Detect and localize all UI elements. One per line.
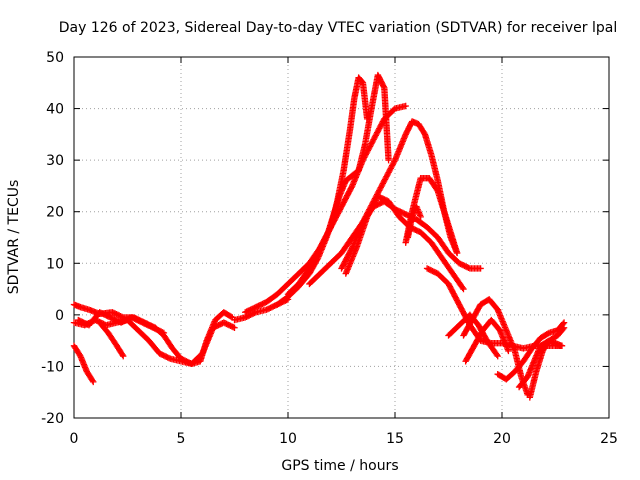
y-axis-label: SDTVAR / TECUs <box>6 180 22 295</box>
x-axis-label: GPS time / hours <box>281 458 398 474</box>
grid-layer <box>74 57 609 418</box>
data-point <box>227 313 235 320</box>
x-tick-label: 25 <box>600 431 618 447</box>
data-point <box>493 351 501 359</box>
data-point <box>494 352 501 360</box>
data-point <box>505 347 512 355</box>
x-tick-label: 15 <box>386 431 404 447</box>
data-point <box>348 184 355 191</box>
series-track-21 <box>231 296 292 324</box>
series-track-8 <box>284 102 409 298</box>
series-track-20 <box>404 203 424 241</box>
y-tick-label: 0 <box>55 308 64 324</box>
plot-frame <box>73 56 610 419</box>
data-point <box>477 265 484 272</box>
data-point <box>160 329 168 337</box>
y-tick-label: -10 <box>41 359 64 375</box>
x-tick-label: 0 <box>70 431 79 447</box>
series-track-19 <box>526 337 566 401</box>
series-track-4 <box>96 319 127 360</box>
data-point <box>417 213 424 221</box>
data-point <box>231 324 238 331</box>
series-track-7 <box>274 71 392 308</box>
data-point <box>559 325 567 333</box>
data-point <box>460 285 467 293</box>
y-tick-label: 40 <box>46 102 64 118</box>
x-tick-label: 5 <box>177 431 186 447</box>
y-tick-label: 10 <box>46 256 64 272</box>
data-point <box>119 351 126 359</box>
data-point <box>453 249 461 257</box>
chart-title: Day 126 of 2023, Sidereal Day-to-day VTE… <box>59 20 617 36</box>
data-point <box>284 296 292 303</box>
series-track-16 <box>462 316 512 365</box>
data-point <box>90 378 97 386</box>
data-point <box>560 324 568 331</box>
y-tick-label: 50 <box>46 50 64 66</box>
data-point <box>391 158 398 165</box>
x-tick-label: 20 <box>493 431 511 447</box>
data-point <box>558 342 566 349</box>
series-track-17 <box>494 319 568 383</box>
data-point <box>385 156 392 164</box>
mark-layer <box>70 71 568 401</box>
series-track-3 <box>70 342 97 386</box>
data-point <box>402 102 409 110</box>
y-tick-label: 20 <box>46 205 64 221</box>
tick-layer: 0 5 10 15 20 25 -20 -10 0 10 20 30 40 50 <box>41 50 618 447</box>
data-point <box>459 284 466 291</box>
x-tick-label: 10 <box>279 431 297 447</box>
data-point <box>89 377 96 384</box>
data-point <box>120 352 127 360</box>
y-tick-label: 30 <box>46 153 64 169</box>
y-tick-label: -20 <box>41 411 64 427</box>
series-track-5 <box>75 309 168 337</box>
